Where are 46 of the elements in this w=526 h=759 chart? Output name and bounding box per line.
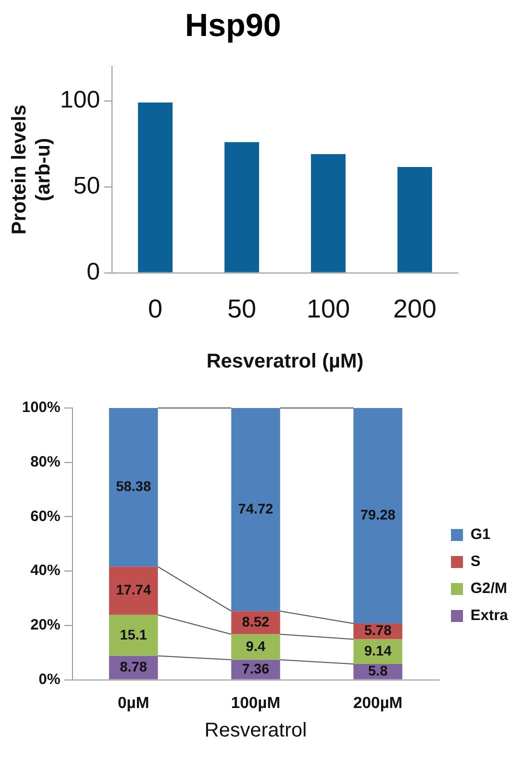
x-tick-label: 0 [148,294,163,324]
data-label: 5.8 [368,662,388,679]
bar [231,408,280,612]
bar [310,154,346,272]
y-tick-label: 60% [30,508,60,525]
bar [397,167,432,272]
data-label: 8.52 [242,614,270,630]
x-tick-label: 100 [306,294,350,324]
data-label: 15.1 [120,626,148,642]
legend-label: Extra [470,607,509,624]
data-label: 7.36 [242,660,270,676]
data-label: 58.38 [116,478,152,494]
bar [353,408,402,624]
x-axis-title: Resveratrol (µM) [206,350,364,373]
bar [224,142,260,272]
x-tick-label: 0µM [118,694,150,712]
data-label: 8.78 [120,658,148,674]
x-axis-title: Resveratrol [204,720,307,742]
data-label: 5.78 [364,622,392,638]
x-tick-label: 200µM [353,694,402,712]
y-tick-label: 0% [38,670,60,688]
y-tick-label: 100 [60,86,100,114]
y-tick-label: 80% [30,454,60,470]
y-tick-label: 20% [30,616,60,634]
bar [231,634,280,660]
y-axis-title: Protein levels (arb-u) [8,104,55,235]
bar [109,566,158,615]
bar [138,102,173,272]
y-tick-label: 0 [86,258,100,286]
data-label: 9.14 [364,642,392,658]
data-label: 74.72 [238,500,274,516]
data-label: 9.4 [246,638,266,654]
data-label: 79.28 [360,506,396,523]
legend-label: G2/M [470,580,508,598]
y-tick-label: 50 [73,172,100,200]
x-tick-label: 200 [393,294,436,324]
bar [109,408,158,567]
legend-label: S [470,553,480,570]
x-tick-label: 50 [227,294,256,324]
legend-label: G1 [470,526,490,544]
y-tick-label: 40% [30,562,60,580]
bar [109,614,158,656]
x-tick-label: 100µM [231,694,280,712]
data-label: 17.74 [116,582,152,598]
y-tick-label: 100% [22,399,60,416]
chart-title: Hsp90 [184,7,282,44]
